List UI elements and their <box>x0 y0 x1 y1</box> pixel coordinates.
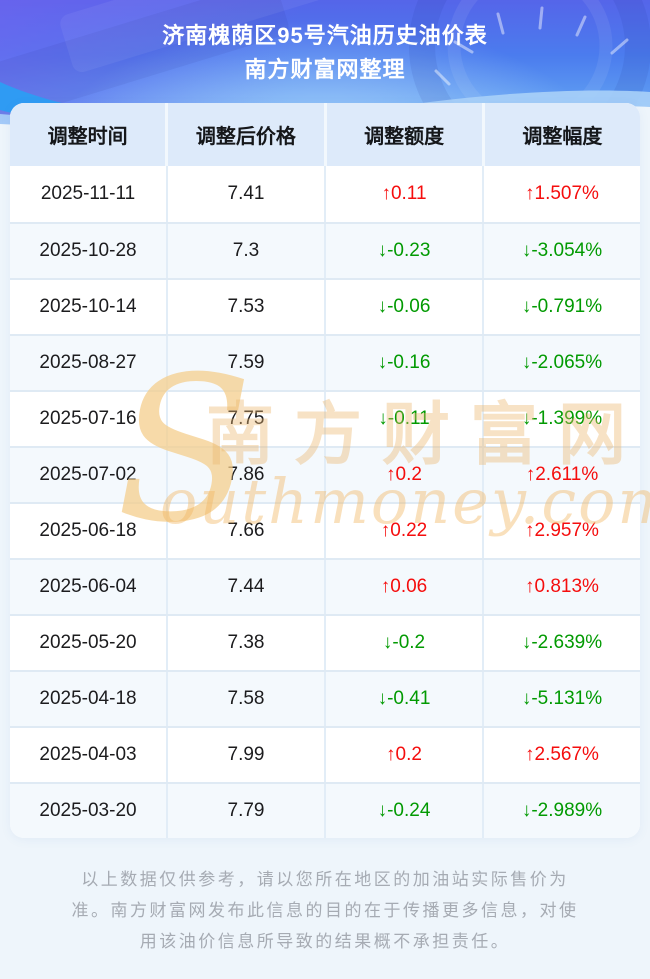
row-percent: ↓-2.065% <box>521 352 603 373</box>
column-header-percent: 调整幅度 <box>522 126 603 148</box>
row-price: 7.44 <box>168 560 326 614</box>
table-row: 2025-10-28 7.3 ↓-0.23 ↓-3.054% <box>10 222 640 278</box>
row-date: 2025-07-16 <box>10 392 168 446</box>
row-change: ↓-0.41 <box>326 672 484 726</box>
row-percent: ↑1.507% <box>525 183 599 204</box>
row-price: 7.66 <box>168 504 326 558</box>
row-change: ↓-0.16 <box>326 336 484 390</box>
row-percent: ↓-0.791% <box>521 296 603 317</box>
table-row: 2025-07-16 7.75 ↓-0.11 ↓-1.399% <box>10 390 640 446</box>
row-percent: ↓-2.639% <box>521 632 603 653</box>
row-change: ↑0.11 <box>326 166 484 222</box>
row-price: 7.99 <box>168 728 326 782</box>
row-percent: ↑0.813% <box>525 576 599 597</box>
table-header-row: 调整时间 调整后价格 调整额度 调整幅度 <box>10 103 640 166</box>
table-row: 2025-11-11 7.41 ↑0.11 ↑1.507% <box>10 166 640 222</box>
row-date: 2025-10-14 <box>10 280 168 334</box>
column-header-date: 调整时间 <box>10 103 169 166</box>
page-title-block: 济南槐荫区95号汽油历史油价表 南方财富网整理 <box>0 0 650 87</box>
row-price: 7.79 <box>168 784 326 838</box>
row-date: 2025-10-28 <box>10 224 168 278</box>
row-date: 2025-06-18 <box>10 504 168 558</box>
row-price: 7.53 <box>168 280 326 334</box>
row-change: ↑0.22 <box>326 504 484 558</box>
row-change: ↓-0.06 <box>326 280 484 334</box>
table-row: 2025-04-18 7.58 ↓-0.41 ↓-5.131% <box>10 670 640 726</box>
row-date: 2025-03-20 <box>10 784 168 838</box>
row-change: ↑0.2 <box>326 728 484 782</box>
row-price: 7.58 <box>168 672 326 726</box>
table-row: 2025-08-27 7.59 ↓-0.16 ↓-2.065% <box>10 334 640 390</box>
table-row: 2025-04-03 7.99 ↑0.2 ↑2.567% <box>10 726 640 782</box>
column-header-price: 调整后价格 <box>168 103 327 166</box>
row-price: 7.75 <box>168 392 326 446</box>
row-date: 2025-04-03 <box>10 728 168 782</box>
row-price: 7.59 <box>168 336 326 390</box>
disclaimer-text: 以上数据仅供参考，请以您所在地区的加油站实际售价为准。南方财富网发布此信息的目的… <box>71 870 579 951</box>
table-row: 2025-06-18 7.66 ↑0.22 ↑2.957% <box>10 502 640 558</box>
row-percent: ↑2.957% <box>525 520 599 541</box>
row-date: 2025-11-11 <box>10 166 168 222</box>
table-row: 2025-10-14 7.53 ↓-0.06 ↓-0.791% <box>10 278 640 334</box>
row-percent: ↓-3.054% <box>521 240 603 261</box>
table-row: 2025-03-20 7.79 ↓-0.24 ↓-2.989% <box>10 782 640 838</box>
page-title: 济南槐荫区95号汽油历史油价表 <box>162 23 488 48</box>
row-change: ↓-0.11 <box>326 392 484 446</box>
table-row: 2025-05-20 7.38 ↓-0.2 ↓-2.639% <box>10 614 640 670</box>
row-date: 2025-05-20 <box>10 616 168 670</box>
row-change: ↓-0.23 <box>326 224 484 278</box>
row-percent: ↓-1.399% <box>521 408 603 429</box>
row-date: 2025-07-02 <box>10 448 168 502</box>
row-change: ↑0.06 <box>326 560 484 614</box>
row-price: 7.86 <box>168 448 326 502</box>
row-price: 7.41 <box>168 166 326 222</box>
row-change: ↑0.2 <box>326 448 484 502</box>
row-change: ↓-0.24 <box>326 784 484 838</box>
row-percent: ↑2.611% <box>525 464 599 485</box>
row-change: ↓-0.2 <box>326 616 484 670</box>
page-subtitle: 南方财富网整理 <box>244 57 406 82</box>
row-date: 2025-06-04 <box>10 560 168 614</box>
row-date: 2025-08-27 <box>10 336 168 390</box>
row-percent: ↓-2.989% <box>521 800 603 821</box>
row-date: 2025-04-18 <box>10 672 168 726</box>
row-percent: ↓-5.131% <box>521 688 603 709</box>
row-percent: ↑2.567% <box>525 744 599 765</box>
column-header-change: 调整额度 <box>327 103 485 166</box>
table-row: 2025-07-02 7.86 ↑0.2 ↑2.611% <box>10 446 640 502</box>
price-table: 调整时间 调整后价格 调整额度 调整幅度 2025-11-11 7.41 ↑0.… <box>10 103 640 838</box>
table-body: 2025-11-11 7.41 ↑0.11 ↑1.507% 2025-10-28… <box>10 166 640 838</box>
row-price: 7.38 <box>168 616 326 670</box>
table-row: 2025-06-04 7.44 ↑0.06 ↑0.813% <box>10 558 640 614</box>
row-price: 7.3 <box>168 224 326 278</box>
